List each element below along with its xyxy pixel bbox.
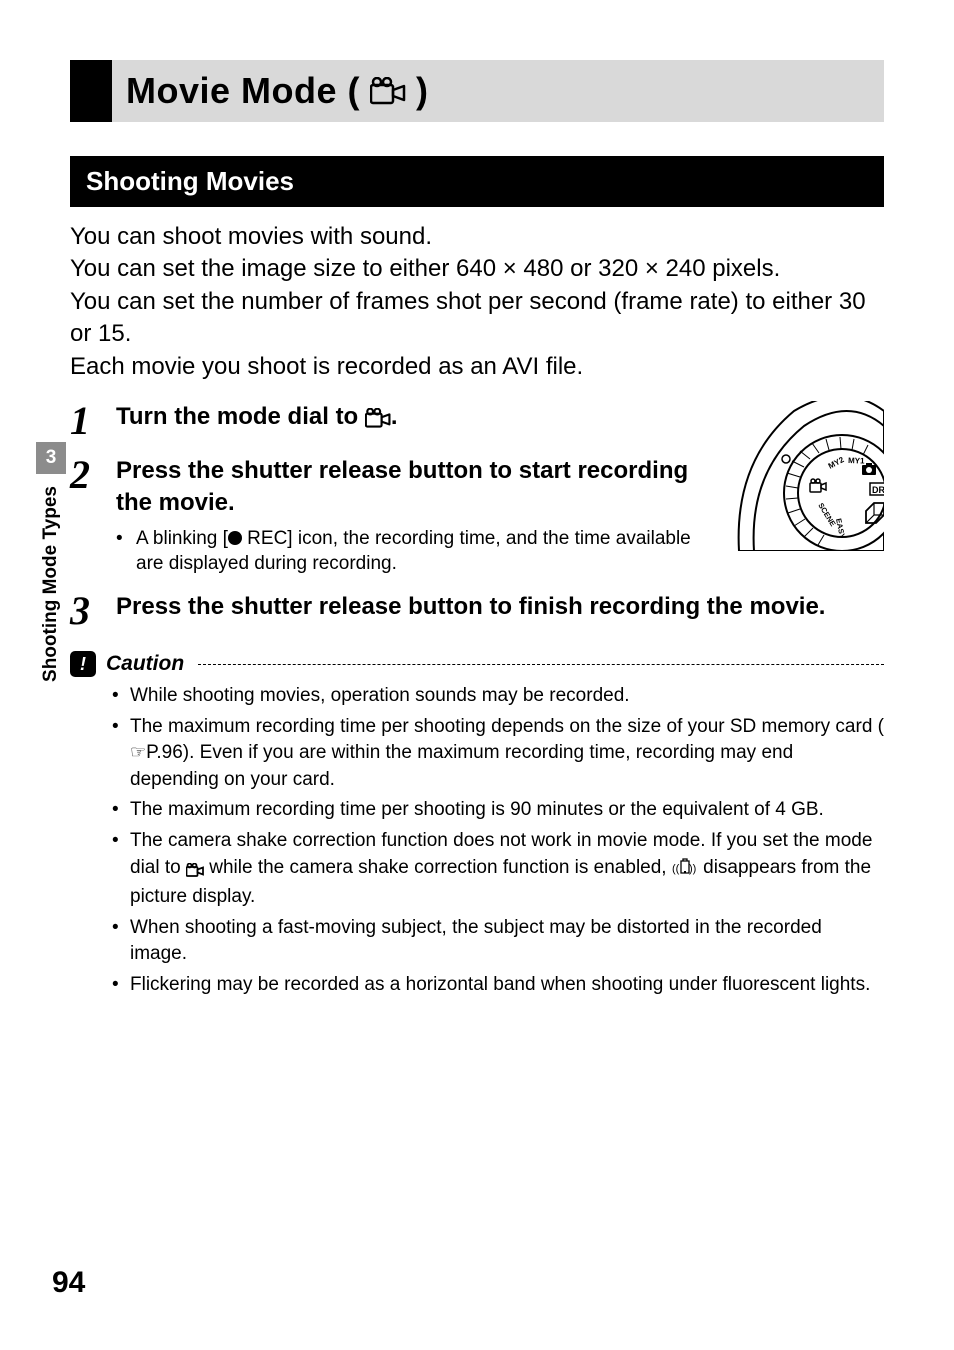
dial-dr-label: DR bbox=[872, 485, 884, 495]
step-1-title: Turn the mode dial to . bbox=[116, 401, 716, 433]
bullet-dot: • bbox=[116, 526, 126, 577]
caution-item: Flickering may be recorded as a horizont… bbox=[112, 972, 884, 999]
movie-mode-icon bbox=[186, 863, 204, 877]
chapter-title-vertical: Shooting Mode Types bbox=[40, 486, 62, 682]
caution-item: The camera shake correction function doe… bbox=[112, 828, 884, 911]
step-number: 2 bbox=[70, 455, 98, 495]
caution-label: Caution bbox=[106, 652, 184, 676]
steps-with-image-row: 1 Turn the mode dial to . bbox=[70, 401, 884, 591]
step-2-sub-prefix: A blinking [ bbox=[136, 528, 228, 549]
caution-list: While shooting movies, operation sounds … bbox=[70, 683, 884, 999]
step-number: 3 bbox=[70, 591, 98, 631]
title-text-prefix: Movie Mode ( bbox=[126, 70, 360, 112]
caution-item-3-mid: while the camera shake correction functi… bbox=[204, 857, 672, 878]
intro-text: You can shoot movies with sound. You can… bbox=[70, 221, 884, 383]
caution-item-1-prefix: The maximum recording time per shooting … bbox=[130, 716, 884, 737]
side-tab: 3 Shooting Mode Types bbox=[36, 442, 66, 812]
caution-item: The maximum recording time per shooting … bbox=[112, 714, 884, 794]
caution-icon: ! bbox=[70, 651, 96, 677]
step-3: 3 Press the shutter release button to fi… bbox=[70, 591, 884, 631]
step-1: 1 Turn the mode dial to . bbox=[70, 401, 716, 441]
page: 3 Shooting Mode Types Movie Mode ( ) bbox=[0, 0, 954, 1350]
svg-text:)): )) bbox=[689, 863, 696, 875]
svg-text:((: (( bbox=[672, 863, 680, 875]
page-title: Movie Mode ( ) bbox=[126, 70, 429, 112]
mode-dial-illustration: MY2 MY1 DR SCENE bbox=[734, 401, 884, 551]
step-3-title: Press the shutter release button to fini… bbox=[116, 591, 884, 623]
step-1-title-prefix: Turn the mode dial to bbox=[116, 403, 365, 430]
movie-mode-icon bbox=[370, 77, 406, 105]
title-accent bbox=[70, 60, 112, 122]
title-text-suffix: ) bbox=[416, 70, 429, 112]
chapter-number-box: 3 bbox=[36, 442, 66, 474]
caution-item: When shooting a fast-moving subject, the… bbox=[112, 915, 884, 968]
caution-item-1-suffix: P.96). Even if you are within the maximu… bbox=[130, 742, 793, 790]
step-2-title: Press the shutter release button to star… bbox=[116, 455, 716, 520]
title-bar: Movie Mode ( ) bbox=[70, 60, 884, 122]
caution-header: ! Caution bbox=[70, 651, 884, 677]
step-number: 1 bbox=[70, 401, 98, 441]
dial-my1-label: MY1 bbox=[848, 456, 865, 466]
rec-dot-icon bbox=[228, 531, 242, 545]
title-gray-box: Movie Mode ( ) bbox=[112, 60, 884, 122]
section-heading: Shooting Movies bbox=[70, 156, 884, 207]
movie-mode-icon bbox=[365, 408, 391, 428]
page-number: 94 bbox=[52, 1266, 85, 1300]
step-2-sub: • A blinking [ REC] icon, the recording … bbox=[116, 526, 716, 577]
caution-item: While shooting movies, operation sounds … bbox=[112, 683, 884, 710]
caution-item: The maximum recording time per shooting … bbox=[112, 797, 884, 824]
step-2-sub-text: A blinking [ REC] icon, the recording ti… bbox=[136, 526, 716, 577]
step-2: 2 Press the shutter release button to st… bbox=[70, 455, 716, 577]
caution-dashes bbox=[198, 664, 884, 665]
reference-pointer-icon: ☞ bbox=[130, 740, 146, 765]
shake-correction-icon: (()) bbox=[672, 858, 698, 885]
step-1-title-suffix: . bbox=[391, 403, 398, 430]
